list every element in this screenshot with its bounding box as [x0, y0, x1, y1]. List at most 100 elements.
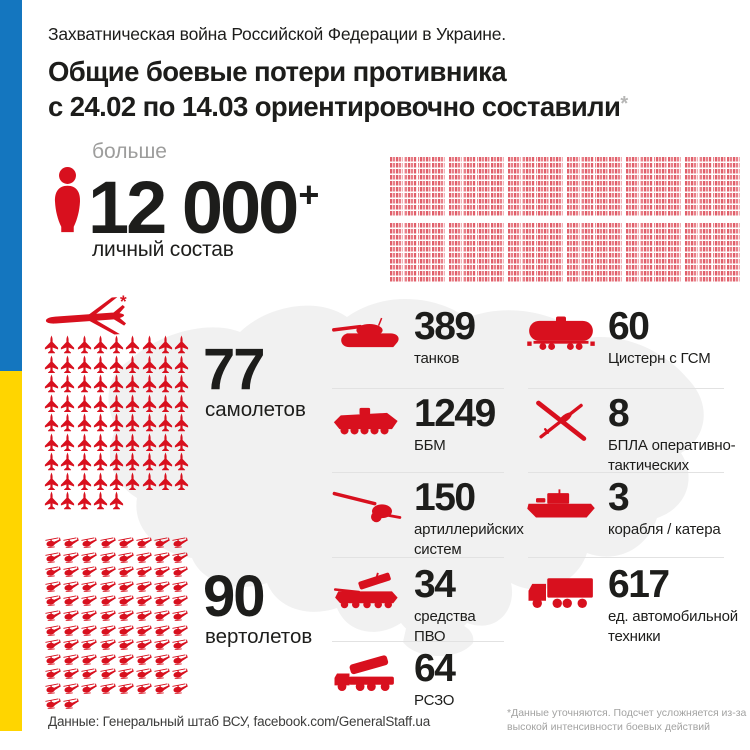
helicopter-icon [154, 624, 172, 637]
kicker-text: Захватническая война Российской Федераци… [48, 24, 506, 44]
jet-icon [158, 433, 173, 452]
jet-icon [60, 335, 75, 354]
drone-icon [535, 396, 587, 446]
divider [528, 388, 724, 389]
tank-icon [332, 311, 402, 357]
aircraft-pictogram-grid [44, 335, 192, 511]
personnel-block [508, 223, 563, 283]
aircraft-label: самолетов [205, 398, 306, 421]
jet-icon [60, 433, 75, 452]
helicopter-icon [63, 638, 81, 651]
jet-icon [125, 335, 140, 354]
helicopter-icon [63, 624, 81, 637]
aircraft-value: 77 [203, 337, 265, 402]
jet-icon [44, 452, 59, 471]
stat-row-drones: 8 БПЛА оперативно- тактических [524, 392, 750, 476]
helicopter-icon [99, 595, 117, 608]
jet-icon [44, 394, 59, 413]
personnel-block [449, 223, 504, 283]
jet-icon [44, 355, 59, 374]
helicopter-icon [135, 682, 153, 695]
personnel-label: личный состав [92, 238, 234, 261]
helicopter-icon [81, 624, 99, 637]
helicopter-icon [117, 682, 135, 695]
personnel-block [626, 157, 681, 217]
helicopter-icon [135, 580, 153, 593]
jet-icon [142, 335, 157, 354]
jet-icon [93, 374, 108, 393]
jet-icon [174, 472, 189, 491]
personnel-block [508, 157, 563, 217]
jet-icon [109, 433, 124, 452]
jet-icon [109, 472, 124, 491]
helicopter-icon [172, 653, 190, 666]
truck-icon [526, 569, 596, 615]
jet-icon [158, 452, 173, 471]
jet-icon [125, 355, 140, 374]
jet-icon [125, 394, 140, 413]
helicopter-icon [63, 595, 81, 608]
jet-icon [109, 355, 124, 374]
jet-icon [109, 394, 124, 413]
stat-value: 3 [608, 476, 630, 519]
helicopter-label: вертолетов [205, 625, 313, 648]
helicopter-icon [81, 595, 99, 608]
stat-value: 8 [608, 392, 630, 435]
helicopter-pictogram-grid [45, 537, 191, 712]
helicopter-icon [117, 551, 135, 564]
helicopter-icon [99, 580, 117, 593]
jet-icon [93, 452, 108, 471]
jet-icon [60, 413, 75, 432]
helicopter-icon [44, 697, 62, 710]
helicopter-icon [63, 609, 81, 622]
helicopter-icon [81, 653, 99, 666]
personnel-block [449, 157, 504, 217]
helicopter-icon [44, 551, 62, 564]
jet-icon [77, 452, 92, 471]
stat-value: 617 [608, 563, 670, 606]
jet-icon [174, 413, 189, 432]
helicopter-icon [154, 580, 172, 593]
helicopter-icon [44, 580, 62, 593]
title-line2: с 24.02 по 14.03 ориентировочно составил… [48, 91, 621, 122]
jet-icon [125, 374, 140, 393]
personnel-qualifier: больше [92, 140, 167, 163]
helicopter-icon [44, 682, 62, 695]
helicopter-icon [172, 624, 190, 637]
flag-stripe-yellow [0, 371, 22, 731]
divider [332, 388, 504, 389]
helicopter-icon [154, 536, 172, 549]
jet-icon [174, 374, 189, 393]
data-source: Данные: Генеральный штаб ВСУ, facebook.c… [48, 714, 431, 729]
helicopter-icon [44, 565, 62, 578]
jet-icon [44, 374, 59, 393]
helicopter-icon [44, 624, 62, 637]
jet-icon [93, 355, 108, 374]
helicopter-icon [135, 565, 153, 578]
helicopter-icon [154, 668, 172, 681]
helicopter-icon [135, 536, 153, 549]
jet-icon [109, 452, 124, 471]
jet-icon [77, 491, 92, 510]
ship-icon [526, 482, 596, 528]
helicopter-icon [63, 653, 81, 666]
helicopter-icon [117, 536, 135, 549]
stat-value: 150 [414, 476, 476, 519]
stat-value: 34 [414, 563, 456, 606]
helicopter-icon [154, 653, 172, 666]
helicopter-icon [63, 682, 81, 695]
helicopter-icon [154, 682, 172, 695]
helicopter-icon [135, 609, 153, 622]
stat-row-artillery: 150 артиллерийских систем [330, 476, 526, 560]
jet-icon [60, 394, 75, 413]
jet-icon [142, 394, 157, 413]
personnel-block [390, 223, 445, 283]
stat-label: БПЛА оперативно- тактических [608, 437, 736, 474]
jet-icon [44, 335, 59, 354]
ukraine-map-watermark [108, 299, 704, 657]
jet-icon [125, 472, 140, 491]
helicopter-icon [135, 653, 153, 666]
stat-label: Цистерн с ГСМ [608, 350, 711, 367]
helicopter-value: 90 [203, 564, 265, 629]
jet-icon [109, 491, 124, 510]
